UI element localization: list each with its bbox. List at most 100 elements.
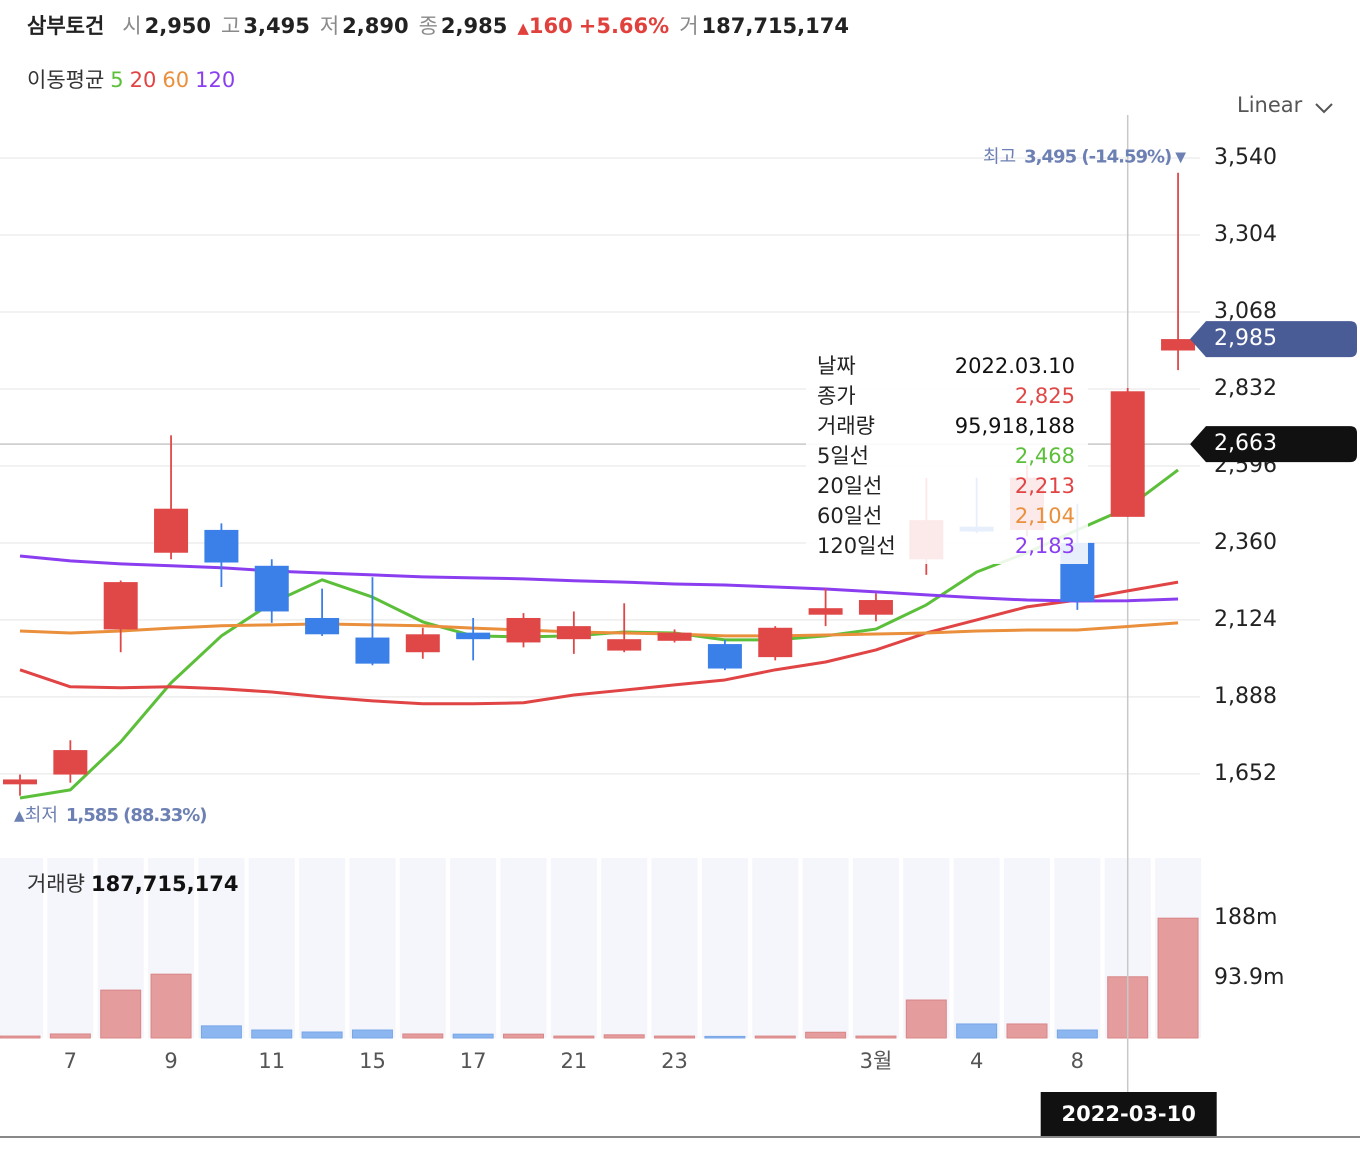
candle-body	[254, 565, 289, 612]
ma-line	[19, 621, 1179, 638]
volume-bar	[603, 1034, 645, 1039]
volume-bar	[754, 1035, 796, 1039]
volume-column-bg	[399, 858, 446, 1038]
y-tick-label: 3,304	[1214, 222, 1277, 247]
ma-legend-entry: 5	[110, 68, 124, 92]
volume-column-bg	[500, 858, 547, 1038]
volume-bar	[100, 989, 142, 1039]
volume-column-bg	[651, 858, 698, 1038]
volume-tick-label: 93.9m	[1214, 965, 1284, 990]
volume-bar	[301, 1031, 343, 1039]
y-tick-label: 3,540	[1214, 145, 1277, 170]
volume-bar	[1157, 917, 1199, 1039]
stock-name: 삼부토건	[27, 14, 105, 38]
x-tick-label: 8	[1071, 1049, 1084, 1073]
tooltip-label: 날짜	[817, 354, 856, 378]
volume-title-label: 거래량	[27, 872, 85, 896]
scale-mode-dropdown[interactable]: Linear	[1237, 93, 1302, 117]
tooltip-value: 2,104	[1015, 504, 1075, 528]
volume-column-bg	[198, 858, 245, 1038]
last-price-tag	[1190, 321, 1357, 358]
ma-legend: 이동평균 5 20 60 120	[27, 64, 241, 94]
volume-bar	[956, 1023, 998, 1039]
candle-body	[305, 617, 340, 635]
candle-body	[53, 750, 88, 775]
candle-body	[204, 529, 239, 563]
x-tick-label: 3월	[860, 1049, 893, 1073]
volume-bar	[251, 1029, 293, 1039]
field-value: 3,495	[243, 14, 310, 38]
tooltip-value: 2,468	[1015, 444, 1075, 468]
volume-bar	[200, 1025, 242, 1039]
header: 삼부토건 시 2,950 고 3,495 저 2,890 종 2,985 ▲160 +5.66% 거 1…	[27, 10, 859, 40]
low-annotation-arrow: ▲	[14, 808, 25, 824]
volume-column-bg	[550, 858, 597, 1038]
tooltip-bg	[806, 348, 1088, 564]
crosshair-date-bg	[1040, 1092, 1217, 1136]
candle-body	[154, 508, 189, 553]
y-tick-label: 1,888	[1214, 684, 1277, 709]
volume-bar	[805, 1031, 847, 1039]
ma-line	[19, 580, 1179, 706]
volume-column-bg	[802, 858, 849, 1038]
tooltip-label: 120일선	[817, 534, 896, 558]
crosshair-price-tag	[1190, 426, 1357, 463]
candle-body	[1110, 391, 1145, 517]
x-tick-label: 9	[164, 1049, 177, 1073]
ma-line	[19, 554, 1179, 603]
volume-tick-label: 188m	[1214, 905, 1277, 930]
field-label: 종	[418, 14, 438, 38]
volume-value: 187,715,174	[701, 14, 849, 38]
volume-bar	[553, 1035, 595, 1039]
volume-label: 거	[679, 14, 699, 38]
low-annotation-label: 최저	[25, 805, 58, 826]
crosshair-date: 2022-03-10	[1062, 1102, 1196, 1126]
tooltip-label: 60일선	[817, 504, 882, 528]
low-annotation: ▲최저 1,585 (88.33%)	[14, 805, 207, 826]
volume-column-bg	[601, 858, 648, 1038]
volume-title: 거래량 187,715,174	[27, 872, 238, 896]
tooltip-label: 5일선	[817, 444, 869, 468]
volume-column-bg	[450, 858, 497, 1038]
candle-body	[858, 600, 893, 615]
x-tick-label: 15	[359, 1049, 386, 1073]
tooltip-label: 종가	[817, 384, 856, 408]
volume-column-bg	[852, 858, 899, 1038]
volume-bar	[654, 1035, 696, 1039]
volume-bar	[1006, 1023, 1048, 1039]
candle-body	[607, 639, 642, 651]
x-tick-label: 23	[661, 1049, 688, 1073]
field-label: 고	[221, 14, 241, 38]
candle-body	[405, 634, 440, 653]
field-value: 2,950	[144, 14, 212, 38]
candle-body	[506, 617, 541, 643]
x-tick-label: 7	[64, 1049, 77, 1073]
volume-column-bg	[248, 858, 295, 1038]
volume-column-bg	[701, 858, 748, 1038]
volume-bar	[905, 999, 947, 1039]
candle-body	[808, 608, 843, 615]
low-annotation-text: 1,585 (88.33%)	[66, 805, 207, 826]
dropdown-chevron[interactable]	[1315, 103, 1333, 114]
x-tick-label: 4	[970, 1049, 983, 1073]
volume-column-bg	[752, 858, 799, 1038]
tooltip-value: 95,918,188	[955, 414, 1075, 438]
last-price-label: 2,985	[1214, 326, 1277, 351]
volume-bar	[855, 1035, 897, 1039]
volume-bar	[503, 1033, 544, 1039]
volume-column-bg	[299, 858, 346, 1038]
candle-body	[456, 632, 491, 640]
candle-body	[556, 626, 591, 640]
field-value: 2,985	[440, 14, 508, 38]
ma-legend-entry: 120	[195, 68, 236, 92]
scale-mode[interactable]: Linear	[1237, 93, 1303, 117]
tooltip-label: 20일선	[817, 474, 882, 498]
change: 160	[528, 14, 573, 38]
volume-bar	[49, 1033, 91, 1039]
volume-column-bg	[1054, 858, 1101, 1038]
tooltip-value: 2022.03.10	[955, 354, 1075, 378]
high-annotation-text: 3,495 (-14.59%)	[1024, 147, 1171, 168]
volume-bar	[0, 1035, 41, 1039]
